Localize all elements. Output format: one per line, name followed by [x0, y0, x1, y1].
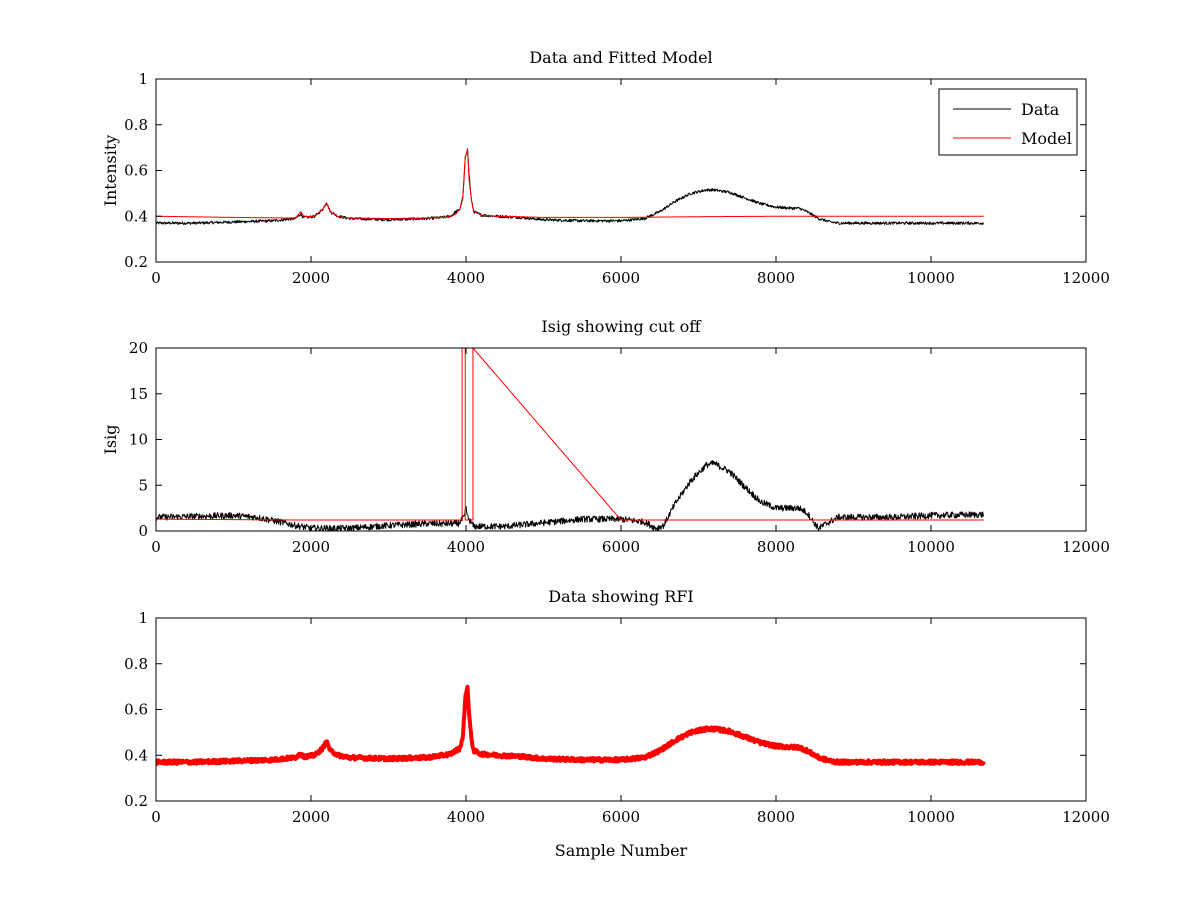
- x-tick-label: 8000: [757, 269, 795, 287]
- y-tick-label: 0.6: [124, 162, 148, 180]
- legend: Data Model: [938, 88, 1078, 156]
- y-tick-label: 0.2: [124, 792, 148, 810]
- x-tick-label: 6000: [602, 808, 640, 826]
- y-tick-label: 1: [138, 609, 148, 627]
- y-tick-label: 0.4: [124, 746, 148, 764]
- x-tick-label: 12000: [1062, 538, 1110, 556]
- plot-area: [156, 684, 986, 766]
- x-tick-label: 10000: [907, 538, 955, 556]
- y-tick-label: 15: [129, 385, 148, 403]
- chart-panel-2: 0 2000 4000 6000 8000 10000 12000 0 5 10 15 20 Isig …: [101, 317, 1110, 556]
- x-tick-label: 10000: [907, 808, 955, 826]
- y-tick-label: 10: [129, 431, 148, 449]
- x-tick-label: 10000: [907, 269, 955, 287]
- y-axis-label: Intensity: [101, 135, 120, 207]
- plot-area: [156, 348, 985, 531]
- series-line-cut-off: [156, 348, 984, 521]
- y-tick-label: 0.4: [124, 207, 148, 225]
- x-tick-label: 2000: [292, 808, 330, 826]
- x-axis-label: Sample Number: [555, 841, 688, 860]
- legend-box: [938, 88, 1078, 156]
- series-line-isig: [156, 460, 985, 531]
- x-tick-label: 0: [151, 538, 161, 556]
- x-tick-label: 0: [151, 269, 161, 287]
- y-tick-label: 20: [129, 339, 148, 357]
- x-tick-label: 6000: [602, 538, 640, 556]
- chart-title: Data and Fitted Model: [529, 48, 712, 67]
- x-tick-label: 8000: [757, 808, 795, 826]
- series-line-rfi-flagged: [156, 684, 986, 766]
- plot-area: [156, 148, 984, 225]
- y-tick-label: 1: [138, 70, 148, 88]
- chart-panel-3: 0 2000 4000 6000 8000 10000 12000 0.2 0.4 0.6 0.8 1…: [124, 587, 1110, 860]
- y-tick-label: 0.8: [124, 655, 148, 673]
- x-tick-label: 8000: [757, 538, 795, 556]
- y-tick-label: 0: [138, 522, 148, 540]
- y-axis-label: Isig: [101, 425, 120, 455]
- x-tick-label: 4000: [447, 269, 485, 287]
- legend-label: Data: [1021, 100, 1060, 119]
- x-tick-label: 6000: [602, 269, 640, 287]
- legend-label: Model: [1021, 129, 1072, 148]
- y-tick-label: 0.2: [124, 253, 148, 271]
- x-tick-label: 4000: [447, 808, 485, 826]
- series-line-model: [156, 149, 984, 220]
- chart-title: Isig showing cut off: [541, 317, 702, 336]
- x-tick-label: 12000: [1062, 808, 1110, 826]
- x-tick-label: 0: [151, 808, 161, 826]
- y-tick-label: 0.8: [124, 116, 148, 134]
- x-tick-label: 2000: [292, 538, 330, 556]
- chart-title: Data showing RFI: [548, 587, 693, 606]
- x-tick-label: 12000: [1062, 269, 1110, 287]
- y-tick-label: 5: [138, 476, 148, 494]
- chart-panel-1: 0 2000 4000 6000 8000 10000 12000 0.2 0.4 0.6 0.8 1…: [101, 48, 1110, 287]
- y-tick-label: 0.6: [124, 701, 148, 719]
- x-tick-label: 2000: [292, 269, 330, 287]
- x-tick-label: 4000: [447, 538, 485, 556]
